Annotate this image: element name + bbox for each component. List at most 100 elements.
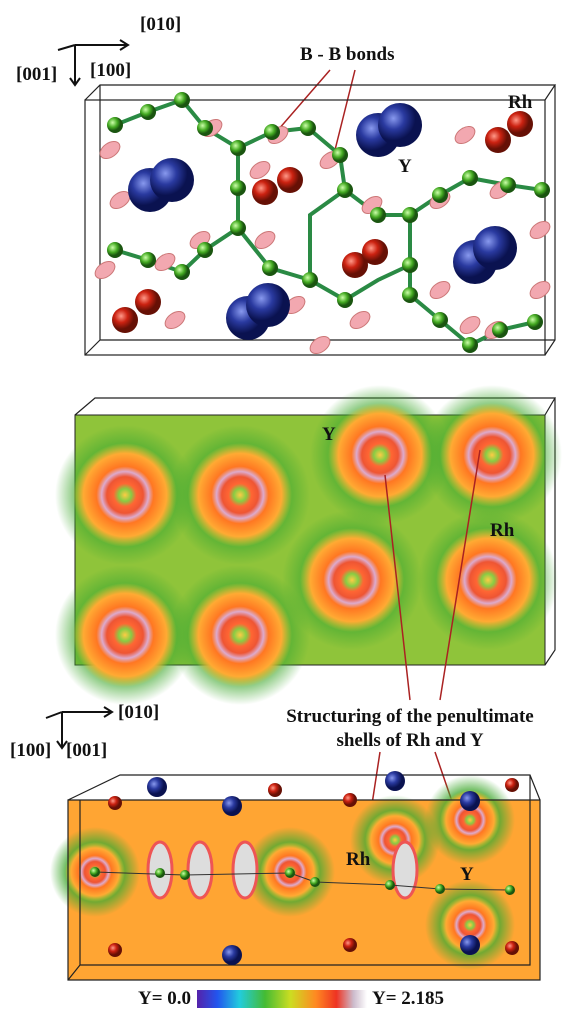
rh-atom (505, 778, 519, 792)
rh-atom (362, 239, 388, 265)
shell (188, 443, 292, 547)
boron-atom (197, 120, 213, 136)
axis-label: [100] (90, 60, 131, 81)
boron-atom (90, 867, 100, 877)
lone-pair (427, 278, 453, 302)
boron-atom (500, 177, 516, 193)
rh-atom (277, 167, 303, 193)
density (188, 842, 212, 898)
colorbar (197, 990, 367, 1008)
atom-label: Y (398, 156, 412, 177)
lone-pair (97, 138, 123, 162)
lone-pair (307, 333, 333, 357)
boron-atom (402, 257, 418, 273)
boron-atom (435, 884, 445, 894)
boron-atom (262, 260, 278, 276)
boron-atom (107, 242, 123, 258)
boron-atom (385, 880, 395, 890)
lone-pair (452, 123, 478, 147)
boron-atom (402, 287, 418, 303)
atom-label: Y (460, 864, 474, 885)
boron-atom (432, 187, 448, 203)
boron-atom (527, 314, 543, 330)
boron-atom (370, 207, 386, 223)
boron-atom (264, 124, 280, 140)
bonds-label: B - B bonds (300, 44, 395, 65)
axis-label: [100] (10, 740, 51, 761)
y-atom (222, 796, 242, 816)
y-atom (222, 945, 242, 965)
density (393, 842, 417, 898)
rh-atom (505, 941, 519, 955)
boron-atom (140, 252, 156, 268)
shell (328, 403, 432, 507)
boron-atom (174, 264, 190, 280)
boron-atom (174, 92, 190, 108)
bond (310, 190, 345, 280)
boron-atom (505, 885, 515, 895)
rh-atom (252, 179, 278, 205)
y-atom (150, 158, 194, 202)
atom-label: Rh (508, 92, 533, 113)
axis-label: [001] (66, 740, 107, 761)
top-panel (85, 85, 555, 357)
boron-atom (462, 337, 478, 353)
lone-pair (247, 158, 273, 182)
boron-atom (337, 182, 353, 198)
lone-pair (162, 308, 188, 332)
boron-atom (300, 120, 316, 136)
shell (73, 583, 177, 687)
rh-atom (343, 793, 357, 807)
rh-atom (108, 796, 122, 810)
boron-atom (534, 182, 550, 198)
colorbar-max: Υ= 2.185 (372, 988, 444, 1009)
y-atom (385, 771, 405, 791)
boron-atom (107, 117, 123, 133)
rh-atom (343, 938, 357, 952)
rh-atom (485, 127, 511, 153)
axis-label: [010] (118, 702, 159, 723)
y-atom (473, 226, 517, 270)
density (233, 842, 257, 898)
y-atom (147, 777, 167, 797)
boron-atom (285, 868, 295, 878)
boron-atom (310, 877, 320, 887)
y-atom (460, 791, 480, 811)
annotation: shells of Rh and Y (336, 730, 483, 751)
boron-atom (462, 170, 478, 186)
boron-atom (302, 272, 318, 288)
colorbar-min: Υ= 0.0 (138, 988, 191, 1009)
pointer (278, 70, 355, 150)
rh-atom (108, 943, 122, 957)
axis-label: [010] (140, 14, 181, 35)
shell (73, 443, 177, 547)
boron-atom (230, 180, 246, 196)
lone-pair (347, 308, 373, 332)
boron-atom (155, 868, 165, 878)
boron-atom (230, 220, 246, 236)
atom-label: Rh (346, 849, 371, 870)
atom-label: Rh (490, 520, 515, 541)
boron-atom (432, 312, 448, 328)
shell (436, 528, 540, 632)
y-atom (246, 283, 290, 327)
boron-atom (332, 147, 348, 163)
boron-atom (180, 870, 190, 880)
boron-atom (337, 292, 353, 308)
y-atom (378, 103, 422, 147)
boron-atom (492, 322, 508, 338)
shell (300, 528, 404, 632)
boron-atom (230, 140, 246, 156)
annotation: Structuring of the penultimate (286, 706, 534, 727)
lone-pair (457, 313, 483, 337)
figure: [010] [001] [100] B - B bonds Rh Y Y Rh … (0, 0, 584, 1012)
boron-atom (402, 207, 418, 223)
boron-atom (140, 104, 156, 120)
boron-atom (197, 242, 213, 258)
lone-pair (92, 258, 118, 282)
middle-panel (55, 385, 562, 705)
rh-atom (507, 111, 533, 137)
shell (188, 583, 292, 687)
axis-label: [001] (16, 64, 57, 85)
shell (440, 403, 544, 507)
